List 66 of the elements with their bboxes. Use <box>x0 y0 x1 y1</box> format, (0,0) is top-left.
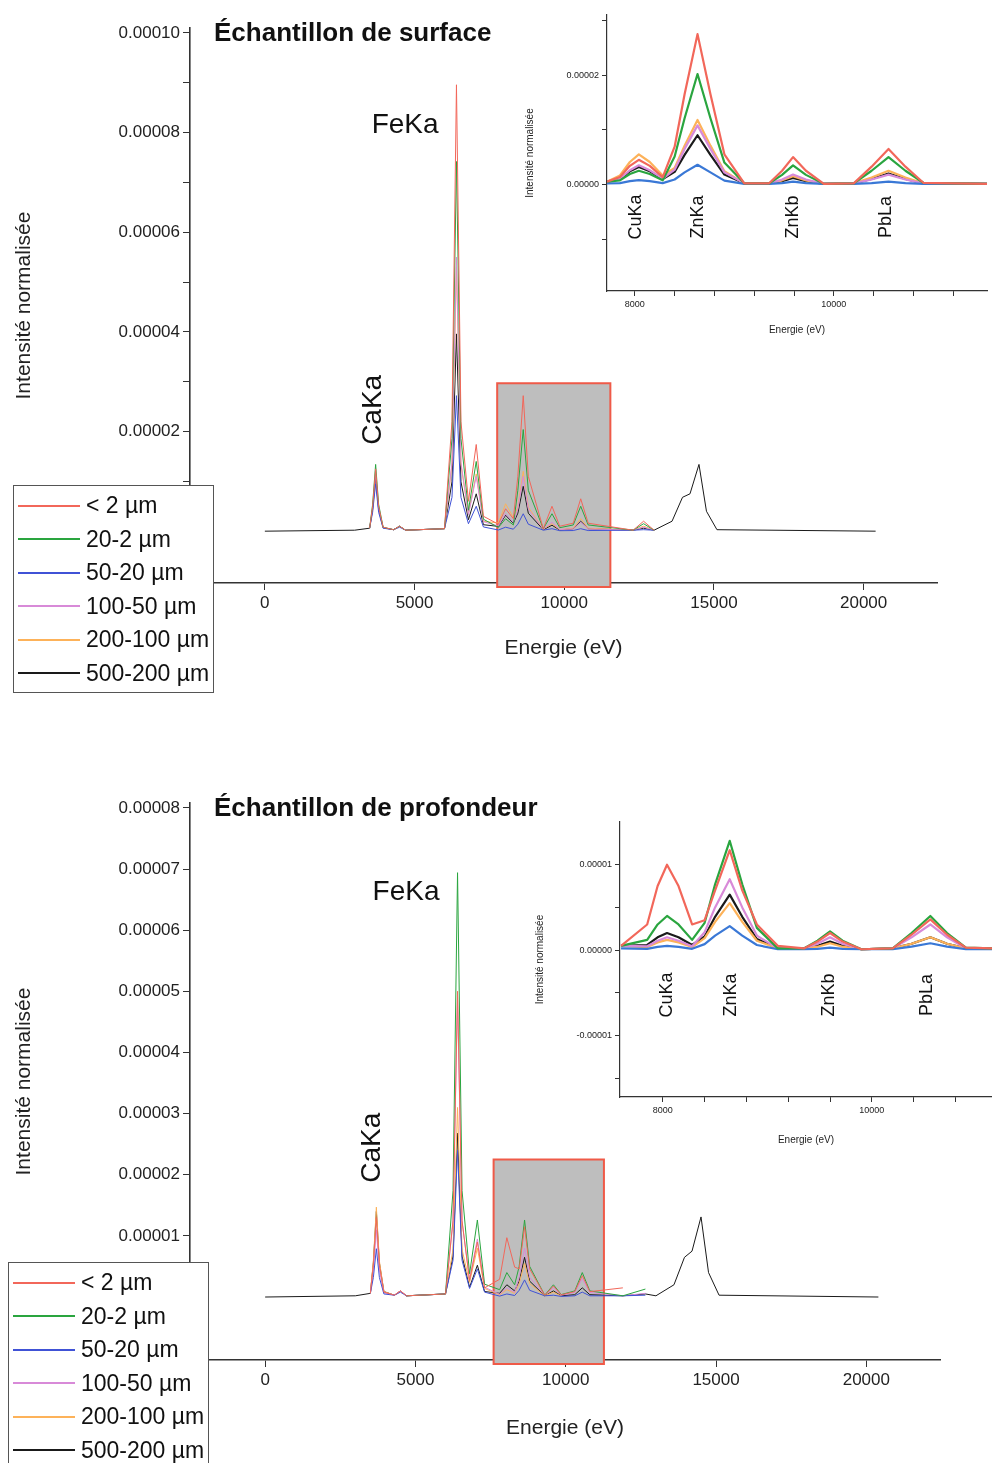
annotation: CuKa <box>624 193 645 240</box>
legend-label: 500-200 µm <box>86 659 210 687</box>
annotation: FeKa <box>372 874 440 906</box>
x-tick-label: 5000 <box>395 592 434 612</box>
legend-label: 100-50 µm <box>86 592 197 620</box>
y-axis-title: Intensité normalisée <box>11 211 35 400</box>
x-tick-label: 15000 <box>690 592 738 612</box>
x-tick-label: 20000 <box>840 592 888 612</box>
legend-label: 50-20 µm <box>81 1336 179 1364</box>
x-axis-title: Energie (eV) <box>777 1133 835 1145</box>
y-tick-label: 0.00004 <box>118 321 180 341</box>
y-tick-label: 0.00000 <box>579 944 612 955</box>
x-tick-label: 10000 <box>821 298 847 309</box>
y-tick-label: 0.00003 <box>118 1103 180 1123</box>
annotation: CaKa <box>354 1112 386 1183</box>
y-axis-title: Intensité normalisée <box>523 107 535 198</box>
annotation: ZnKb <box>781 195 802 239</box>
legend-label: 200-100 µm <box>81 1403 205 1431</box>
chart-title: Échantillon de profondeur <box>214 792 538 823</box>
y-tick-label: 0.00001 <box>118 1225 180 1245</box>
legend-label: < 2 µm <box>81 1269 153 1297</box>
annotation: ZnKa <box>719 972 740 1017</box>
x-tick-label: 20000 <box>842 1369 890 1389</box>
x-tick-label: 8000 <box>652 1104 673 1115</box>
x-axis-title: Energie (eV) <box>506 1415 624 1439</box>
x-tick-label: 10000 <box>540 592 588 612</box>
annotation: PbLa <box>915 972 936 1016</box>
y-tick-label: 0.00006 <box>118 221 180 241</box>
y-tick-label: 0.00005 <box>118 981 180 1000</box>
x-tick-label: 0 <box>260 1369 270 1389</box>
legend-label: 50-20 µm <box>86 559 184 587</box>
y-axis-title: Intensité normalisée <box>11 987 35 1176</box>
y-tick-label: 0.00001 <box>579 859 612 870</box>
annotation: CuKa <box>655 971 676 1018</box>
legend-label: 200-100 µm <box>86 626 210 654</box>
y-tick-label: 0.00000 <box>566 178 599 189</box>
y-tick-label: 0.00008 <box>118 797 180 817</box>
x-axis-title: Energie (eV) <box>768 323 826 335</box>
chart-title: Échantillon de surface <box>214 17 492 48</box>
x-axis-title: Energie (eV) <box>504 635 623 659</box>
y-tick-label: 0.00010 <box>118 22 180 42</box>
x-tick-label: 0 <box>260 592 270 612</box>
annotation: PbLa <box>874 195 895 239</box>
y-tick-label: 0.00004 <box>118 1042 180 1062</box>
y-tick-label: 0.00008 <box>118 122 180 142</box>
y-tick-label: -0.00001 <box>576 1029 612 1040</box>
y-axis-title: Intensité normalisée <box>533 914 545 1005</box>
y-tick-label: 0.00002 <box>118 421 180 441</box>
x-tick-label: 5000 <box>396 1369 435 1389</box>
y-tick-label: 0.00002 <box>118 1164 180 1184</box>
y-tick-label: 0.00006 <box>118 919 180 939</box>
legend-label: < 2 µm <box>86 492 158 520</box>
annotation: ZnKb <box>818 973 839 1017</box>
legend-label: 20-2 µm <box>86 525 171 553</box>
annotation: CaKa <box>356 374 388 445</box>
annotation: ZnKa <box>686 194 707 239</box>
y-tick-label: 0.00007 <box>118 858 180 878</box>
x-tick-label: 10000 <box>542 1369 590 1389</box>
y-tick-label: 0.00002 <box>566 69 599 80</box>
x-tick-label: 8000 <box>624 298 645 309</box>
legend-label: 500-200 µm <box>81 1436 205 1463</box>
annotation: FeKa <box>371 107 440 139</box>
x-tick-label: 10000 <box>859 1104 885 1115</box>
legend-label: 100-50 µm <box>81 1369 192 1397</box>
legend-label: 20-2 µm <box>81 1302 166 1330</box>
x-tick-label: 15000 <box>692 1369 740 1389</box>
